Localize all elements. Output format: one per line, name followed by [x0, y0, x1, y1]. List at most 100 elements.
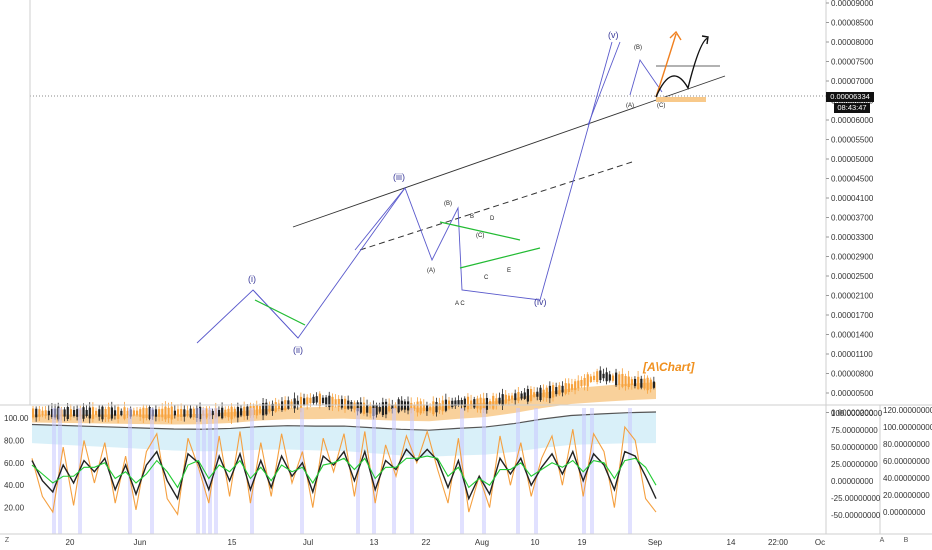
time-tick-label: Jul [303, 538, 313, 547]
candle-body [271, 403, 274, 412]
signal-highlight-band [628, 408, 632, 534]
candle-body [344, 398, 347, 410]
wave-label: (v) [608, 30, 619, 40]
signal-highlight-band [410, 408, 414, 534]
upper-trend-line [292, 75, 726, 228]
triangle-lower-line [459, 247, 541, 269]
candle-body [107, 407, 110, 419]
candle-body [577, 380, 580, 389]
candle-body [312, 396, 315, 404]
candle-body [154, 409, 158, 417]
wave-iii-line [354, 187, 406, 251]
candle-body [35, 408, 38, 418]
candle-body [299, 396, 303, 408]
candle-body [583, 377, 586, 386]
candle-body [274, 402, 277, 412]
time-tick-label: 22 [422, 538, 431, 547]
candle-body [416, 401, 419, 413]
candle-body [479, 397, 482, 410]
candle-body [236, 407, 240, 418]
candle-body [359, 402, 362, 413]
signal-highlight-band [52, 408, 56, 534]
candle-body [183, 409, 186, 417]
candle-body [224, 409, 227, 417]
candle-body [466, 396, 470, 410]
candle-body [454, 400, 457, 407]
candle-body [542, 389, 545, 398]
small-triangle-line [254, 299, 306, 326]
candle-body [91, 407, 95, 419]
zoom-corner-button[interactable]: Z [4, 537, 10, 544]
candle-body [539, 387, 542, 401]
candle-body [407, 401, 410, 411]
wave-label: B [470, 214, 474, 220]
candle-body [32, 408, 35, 418]
candle-body [397, 399, 400, 413]
candle-body [375, 404, 378, 415]
candle-body [309, 397, 312, 404]
candle-body [44, 410, 47, 416]
candle-body [602, 373, 605, 379]
candle-body [425, 404, 429, 412]
candle-body [180, 409, 183, 417]
oscillator-pane[interactable] [31, 408, 657, 534]
candle-body [381, 402, 385, 416]
price-tick-label: 0.00007500 [831, 58, 874, 67]
candle-body [403, 401, 407, 410]
candle-body [492, 395, 495, 409]
candle-body [504, 394, 507, 404]
oscillator-left-tick: 40.00 [4, 481, 25, 490]
signal-highlight-band [590, 408, 594, 534]
candle-body [470, 400, 473, 406]
candle-body [473, 399, 476, 408]
signal-highlight-band [150, 408, 154, 534]
candle-body [240, 408, 243, 416]
wave-label: (ii) [293, 345, 303, 355]
time-tick-label: 19 [578, 538, 587, 547]
price-tick-label: 0.00003300 [831, 233, 874, 242]
candle-body [290, 401, 293, 407]
candle-body [501, 394, 504, 406]
candle-body [167, 407, 170, 419]
candle-body [306, 397, 309, 405]
candle-body [98, 409, 101, 417]
candle-body [410, 402, 413, 410]
wave-label: (B) [634, 45, 642, 51]
oscillator-right-tick-a: 0.00000000 [831, 477, 874, 486]
candle-body [176, 409, 180, 417]
auto-scale-button[interactable]: A [879, 537, 885, 544]
candle-body [384, 401, 388, 415]
price-tick-label: 0.00008000 [831, 38, 874, 47]
price-tick-label: 0.00000500 [831, 389, 874, 398]
candle-body [529, 389, 533, 401]
candle-body [189, 408, 192, 418]
candle-body [545, 387, 548, 398]
candle-body [321, 397, 325, 404]
candle-body [277, 403, 281, 409]
log-scale-button[interactable]: B [903, 537, 909, 544]
candle-body [596, 371, 599, 383]
wave-label: (iii) [393, 172, 405, 182]
price-tick-label: 0.00001400 [831, 331, 874, 340]
candle-body [507, 395, 511, 402]
candle-body [646, 377, 649, 391]
candle-body [555, 387, 558, 395]
candle-body [429, 406, 432, 411]
candle-body [63, 409, 66, 417]
oscillator-right-tick-b: 20.00000000 [883, 491, 930, 500]
candle-body [293, 398, 296, 409]
candle-body [161, 408, 164, 418]
price-tick-label: 0.00001700 [831, 311, 874, 320]
candle-body [552, 385, 555, 398]
wave-label: (i) [248, 274, 256, 284]
candle-body [268, 404, 271, 412]
candle-body [366, 405, 369, 413]
price-tick-label: 0.00007000 [831, 77, 874, 86]
oscillator-right-tick-a: 100.00000000 [831, 409, 883, 418]
candle-body [637, 376, 640, 389]
price-tick-label: 0.00009000 [831, 0, 874, 8]
wave-label: C [484, 275, 489, 281]
candle-body [101, 406, 104, 420]
candle-body [76, 409, 79, 417]
